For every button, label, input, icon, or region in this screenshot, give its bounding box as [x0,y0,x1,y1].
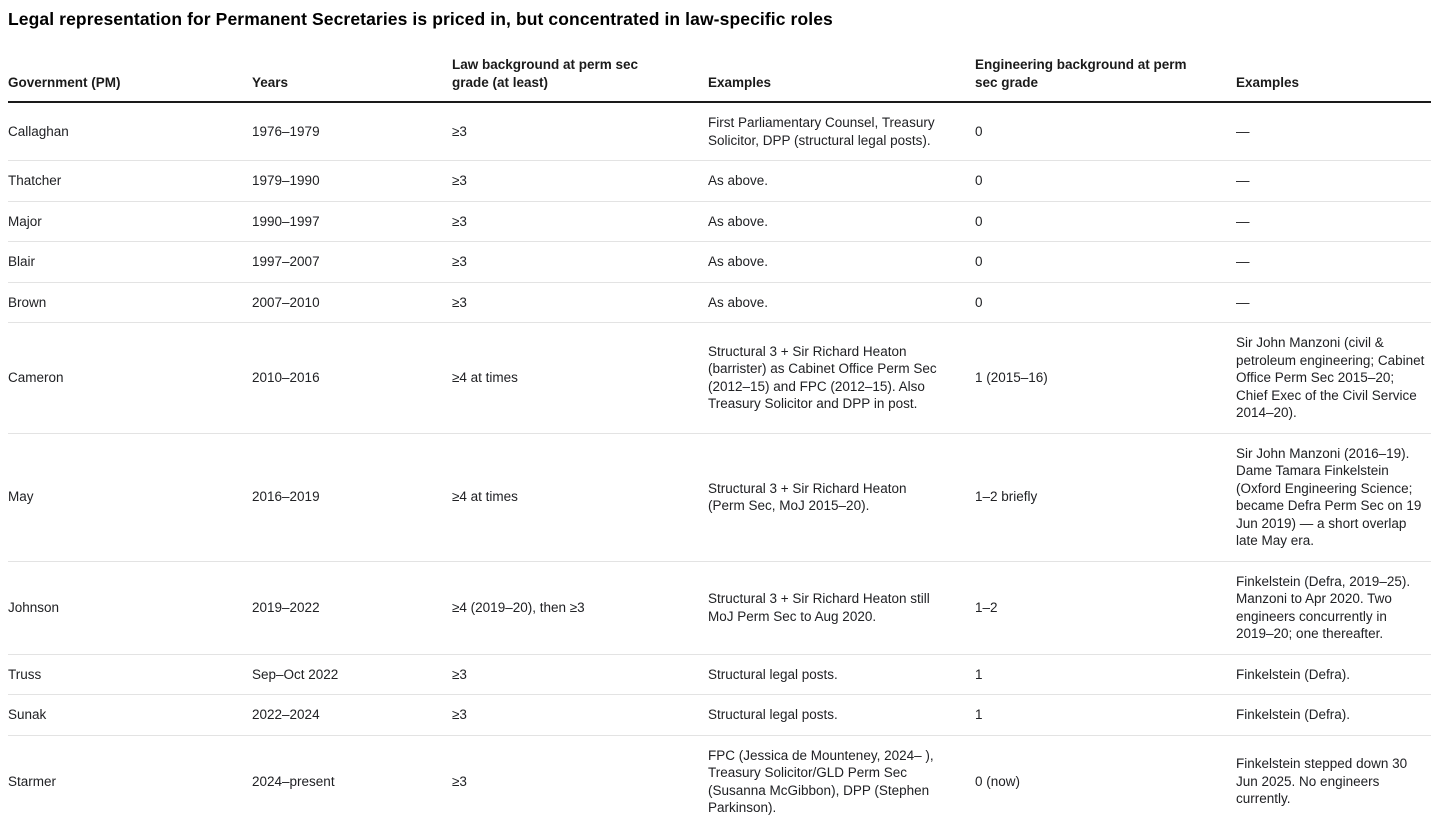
table-row: Johnson 2019–2022 ≥4 (2019–20), then ≥3 Str… [8,561,1431,655]
cell-engineering-background: 1–2 [975,561,1236,655]
cell-years: 2010–2016 [252,322,452,434]
cell-government: Johnson [8,561,252,655]
cell-years: 1997–2007 [252,241,452,283]
cell-years: 1990–1997 [252,201,452,242]
cell-law-examples: As above. [708,201,975,242]
cell-engineering-examples: Finkelstein stepped down 30 Jun 2025. No… [1236,756,1408,807]
column-header-engineering-examples: Examples [1236,56,1431,103]
table-header: Government (PM) Years Law background at … [8,56,1431,103]
column-header-law-background: Law background at perm sec grade (at lea… [452,56,708,103]
cell-engineering-examples: — [1236,160,1431,202]
cell-law-background: ≥3 [452,694,708,736]
column-header-years: Years [252,56,452,103]
cell-engineering-background: 0 (now) [975,773,1021,789]
cell-engineering-examples: Finkelstein (Defra). [1236,694,1431,736]
cell-government: Thatcher [8,160,252,202]
cell-law-background: ≥3 [452,201,708,242]
cell-law-examples: Structural 3 + Sir Richard Heaton (barri… [708,322,975,434]
table-header-row: Government (PM) Years Law background at … [8,56,1431,103]
table-row: Cameron 2010–2016 ≥4 at times Structural 3 … [8,322,1431,434]
cell-engineering-examples: — [1236,282,1431,323]
table-row: Thatcher 1979–1990 ≥3 As above. 0— [8,160,1431,202]
cell-years: 2007–2010 [252,282,452,323]
cell-years: 2019–2022 [252,561,452,655]
cell-government: Truss [8,654,252,695]
perm-sec-backgrounds-table: Government (PM) Years Law background at … [8,56,1431,828]
cell-government: Major [8,201,252,242]
cell-engineering-background: 0 [975,102,1236,161]
cell-engineering-examples: — [1236,241,1431,283]
cell-law-background: ≥3 [452,654,708,695]
cell-law-background: ≥4 at times [452,322,708,434]
cell-engineering-background: 0 [975,160,1236,202]
cell-engineering-examples: Finkelstein (Defra, 2019–25). Manzoni to… [1236,561,1431,655]
cell-law-examples: Structural legal posts. [708,654,975,695]
cell-law-background: ≥4 (2019–20), then ≥3 [452,561,708,655]
cell-law-examples: Structural 3 + Sir Richard Heaton (Perm … [708,433,975,562]
table-row: May 2016–2019 ≥4 at times Structural 3 + Si… [8,433,1431,562]
cell-law-background: ≥4 at times [452,433,708,562]
cell-years: Sep–Oct 2022 [252,654,452,695]
table-body: Callaghan 1976–1979 ≥3 First Parliamentary … [8,102,1431,828]
cell-engineering-background: 0 [975,201,1236,242]
table-row: Truss Sep–Oct 2022 ≥3 Structural legal post… [8,654,1431,695]
cell-engineering-examples: — [1236,102,1431,161]
cell-law-background: ≥3 [452,282,708,323]
cell-years: 2024–present [252,773,335,789]
cell-years: 2022–2024 [252,694,452,736]
cell-government: Callaghan [8,102,252,161]
cell-law-examples: First Parliamentary Counsel, Treasury So… [708,102,975,161]
column-header-government: Government (PM) [8,56,252,103]
cell-engineering-examples: — [1236,201,1431,242]
cell-government: Cameron [8,322,252,434]
cell-law-examples: Structural 3 + Sir Richard Heaton still … [708,561,975,655]
cell-law-examples: FPC (Jessica de Mounteney, 2024– ), Trea… [708,747,934,816]
table-row: Major 1990–1997 ≥3 As above. 0— [8,201,1431,242]
table-row: Blair 1997–2007 ≥3 As above. 0— [8,241,1431,283]
cell-law-examples: As above. [708,282,975,323]
cell-engineering-background: 0 [975,241,1236,283]
column-header-law-examples: Examples [708,56,975,103]
cell-engineering-examples: Finkelstein (Defra). [1236,654,1431,695]
cell-engineering-examples: Sir John Manzoni (civil & petroleum engi… [1236,322,1431,434]
column-header-engineering-background: Engineering background at perm sec grade [975,56,1236,103]
cell-government: May [8,433,252,562]
cell-law-examples: As above. [708,160,975,202]
cell-law-examples: As above. [708,241,975,283]
cell-government: Blair [8,241,252,283]
table-row: Callaghan 1976–1979 ≥3 First Parliamentary … [8,102,1431,161]
cell-law-background: ≥3 [452,773,467,789]
table-row: Starmer 2024–present ≥3 FPC (Jessica de Mou… [8,735,1431,828]
table-row: Brown 2007–2010 ≥3 As above. 0— [8,282,1431,323]
cell-engineering-background: 0 [975,282,1236,323]
cell-engineering-background: 1–2 briefly [975,433,1236,562]
cell-engineering-background: 1 (2015–16) [975,322,1236,434]
cell-engineering-background: 1 [975,654,1236,695]
cell-engineering-examples: Sir John Manzoni (2016–19). Dame Tamara … [1236,433,1431,562]
cell-years: 1979–1990 [252,160,452,202]
page-title: Legal representation for Permanent Secre… [8,9,833,29]
cell-years: 2016–2019 [252,433,452,562]
cell-law-background: ≥3 [452,160,708,202]
cell-government: Starmer [8,773,57,789]
cell-law-background: ≥3 [452,102,708,161]
cell-government: Sunak [8,694,252,736]
cell-engineering-background: 1 [975,694,1236,736]
cell-law-examples: Structural legal posts. [708,694,975,736]
table-row: Sunak 2022–2024 ≥3 Structural legal posts. 1… [8,694,1431,736]
cell-government: Brown [8,282,252,323]
cell-years: 1976–1979 [252,102,452,161]
cell-law-background: ≥3 [452,241,708,283]
